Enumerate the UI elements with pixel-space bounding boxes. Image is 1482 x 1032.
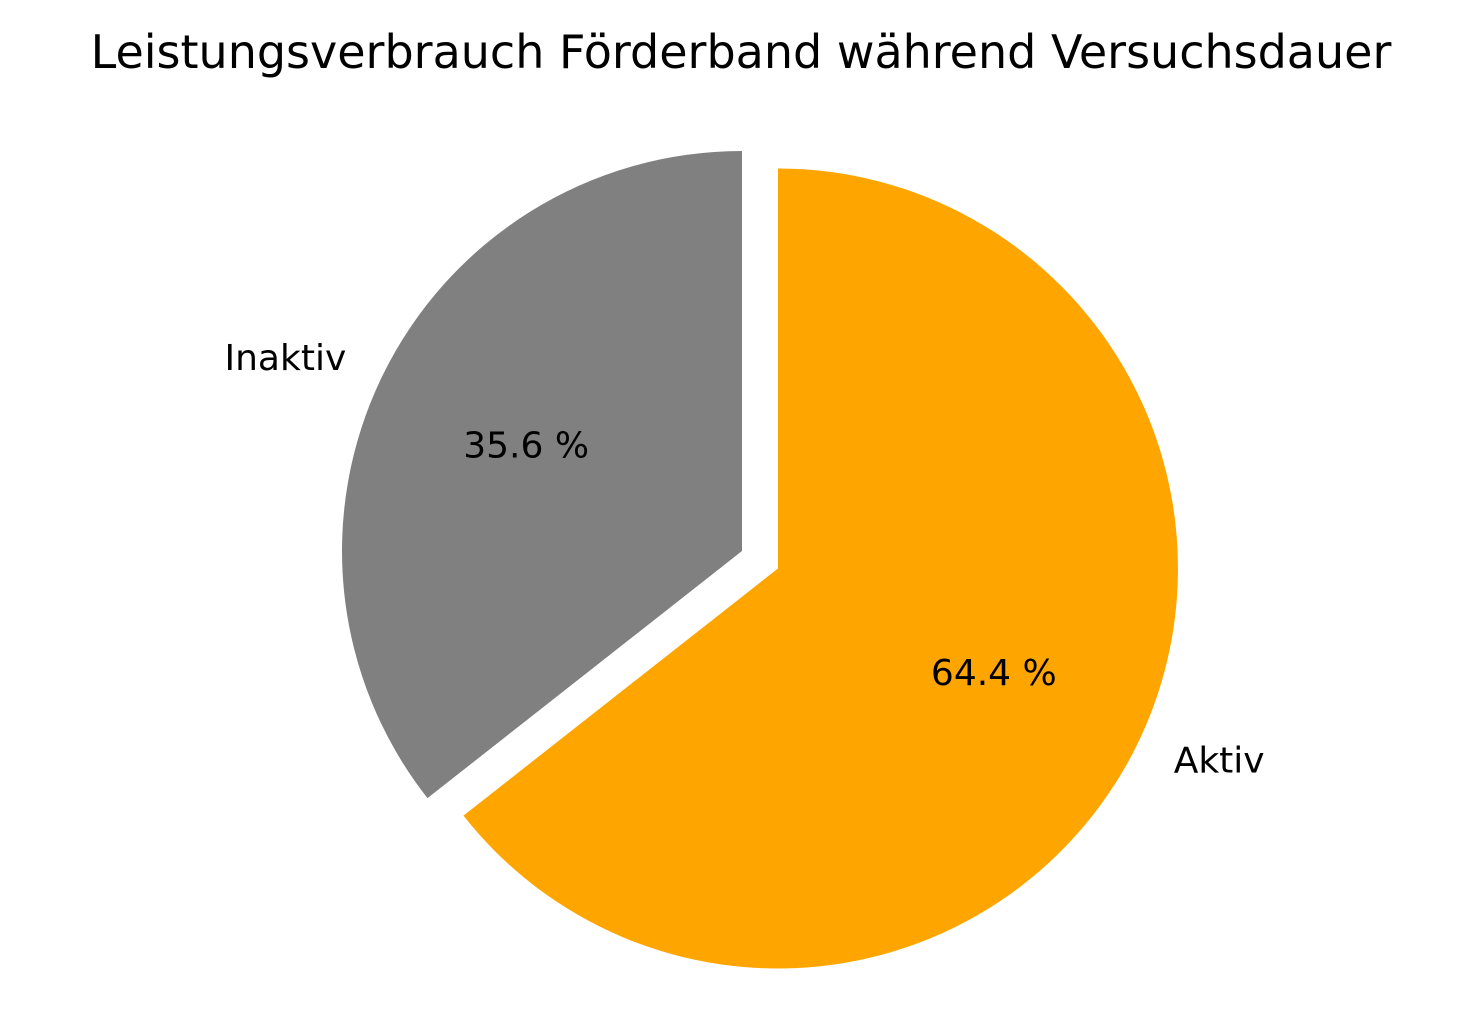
pie-slice-inaktiv (341, 151, 742, 799)
chart-title: Leistungsverbrauch Förderband während Ve… (91, 25, 1392, 79)
percent-label-inaktiv: 35.6 % (463, 426, 589, 467)
pie-slice-aktiv (463, 168, 1178, 969)
pie-slices (341, 151, 1178, 969)
percent-label-aktiv: 64.4 % (931, 653, 1057, 694)
pie-labels: Aktiv 64.4 % Inaktiv 35.6 % (224, 338, 1264, 781)
slice-label-inaktiv: Inaktiv (224, 338, 346, 379)
slice-label-aktiv: Aktiv (1174, 740, 1265, 781)
